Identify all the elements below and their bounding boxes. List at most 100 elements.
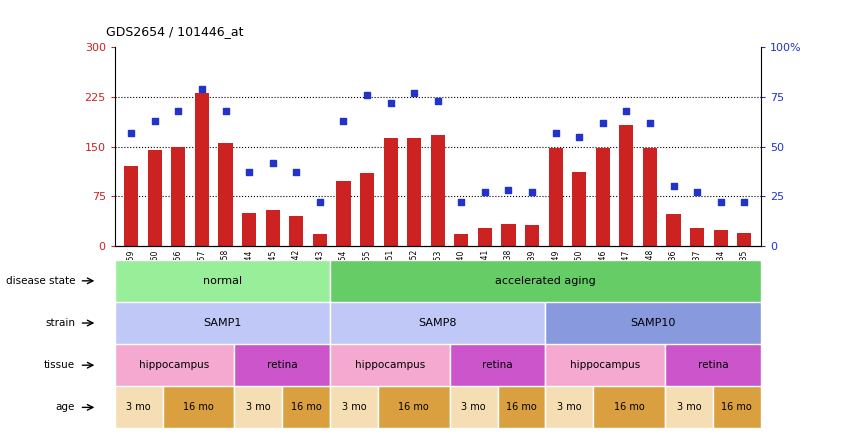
Bar: [643, 148, 657, 246]
Bar: [378, 386, 450, 428]
Point: [337, 117, 350, 124]
Bar: [282, 386, 330, 428]
Bar: [124, 166, 139, 246]
Point: [313, 199, 326, 206]
Text: 3 mo: 3 mo: [557, 402, 581, 412]
Bar: [478, 228, 492, 246]
Text: GDS2654 / 101446_at: GDS2654 / 101446_at: [106, 25, 244, 38]
Text: hippocampus: hippocampus: [354, 360, 425, 370]
Text: strain: strain: [45, 318, 75, 328]
Bar: [330, 344, 450, 386]
Text: 16 mo: 16 mo: [183, 402, 214, 412]
Bar: [450, 386, 497, 428]
Text: retina: retina: [267, 360, 297, 370]
Text: 3 mo: 3 mo: [246, 402, 270, 412]
Bar: [383, 138, 398, 246]
Point: [620, 107, 633, 114]
Bar: [546, 302, 761, 344]
Point: [172, 107, 185, 114]
Bar: [502, 225, 516, 246]
Bar: [450, 344, 546, 386]
Bar: [148, 150, 162, 246]
Bar: [665, 344, 761, 386]
Bar: [454, 234, 468, 246]
Point: [738, 199, 751, 206]
Bar: [690, 228, 704, 246]
Text: 16 mo: 16 mo: [614, 402, 644, 412]
Bar: [713, 386, 761, 428]
Point: [643, 119, 657, 126]
Bar: [497, 386, 546, 428]
Bar: [115, 302, 330, 344]
Point: [714, 199, 728, 206]
Bar: [666, 214, 681, 246]
Point: [431, 97, 445, 104]
Bar: [289, 217, 303, 246]
Point: [196, 85, 209, 92]
Point: [525, 189, 539, 196]
Text: 16 mo: 16 mo: [722, 402, 752, 412]
Bar: [172, 147, 185, 246]
Point: [690, 189, 704, 196]
Bar: [242, 213, 256, 246]
Point: [124, 129, 138, 136]
Point: [360, 91, 374, 98]
Bar: [195, 93, 209, 246]
Text: retina: retina: [698, 360, 728, 370]
Bar: [330, 260, 761, 302]
Text: accelerated aging: accelerated aging: [495, 276, 596, 286]
Bar: [360, 173, 374, 246]
Bar: [115, 344, 235, 386]
Bar: [620, 125, 633, 246]
Text: 3 mo: 3 mo: [342, 402, 366, 412]
Bar: [548, 148, 563, 246]
Text: 16 mo: 16 mo: [399, 402, 429, 412]
Text: age: age: [56, 402, 75, 412]
Text: tissue: tissue: [44, 360, 75, 370]
Point: [572, 133, 586, 140]
Point: [596, 119, 609, 126]
Text: retina: retina: [482, 360, 513, 370]
Bar: [218, 143, 233, 246]
Bar: [115, 260, 330, 302]
Point: [266, 159, 280, 166]
Text: SAMP10: SAMP10: [631, 318, 676, 328]
Bar: [431, 135, 445, 246]
Text: 3 mo: 3 mo: [462, 402, 486, 412]
Bar: [407, 138, 422, 246]
Point: [218, 107, 232, 114]
Bar: [266, 210, 280, 246]
Bar: [235, 386, 282, 428]
Point: [148, 117, 162, 124]
Point: [407, 89, 421, 96]
Text: SAMP1: SAMP1: [203, 318, 241, 328]
Point: [455, 199, 468, 206]
Point: [478, 189, 491, 196]
Bar: [596, 148, 609, 246]
Bar: [235, 344, 330, 386]
Bar: [330, 302, 546, 344]
Point: [549, 129, 563, 136]
Point: [502, 187, 515, 194]
Point: [290, 169, 303, 176]
Bar: [737, 233, 751, 246]
Point: [666, 183, 680, 190]
Bar: [313, 234, 327, 246]
Bar: [593, 386, 665, 428]
Bar: [546, 344, 665, 386]
Bar: [162, 386, 235, 428]
Text: SAMP8: SAMP8: [418, 318, 457, 328]
Text: 3 mo: 3 mo: [127, 402, 151, 412]
Bar: [330, 386, 378, 428]
Text: 3 mo: 3 mo: [677, 402, 701, 412]
Bar: [714, 230, 728, 246]
Bar: [337, 181, 350, 246]
Text: normal: normal: [203, 276, 242, 286]
Point: [242, 169, 256, 176]
Text: hippocampus: hippocampus: [570, 360, 640, 370]
Bar: [525, 225, 539, 246]
Text: 16 mo: 16 mo: [291, 402, 321, 412]
Point: [384, 99, 398, 106]
Bar: [572, 172, 586, 246]
Bar: [115, 386, 162, 428]
